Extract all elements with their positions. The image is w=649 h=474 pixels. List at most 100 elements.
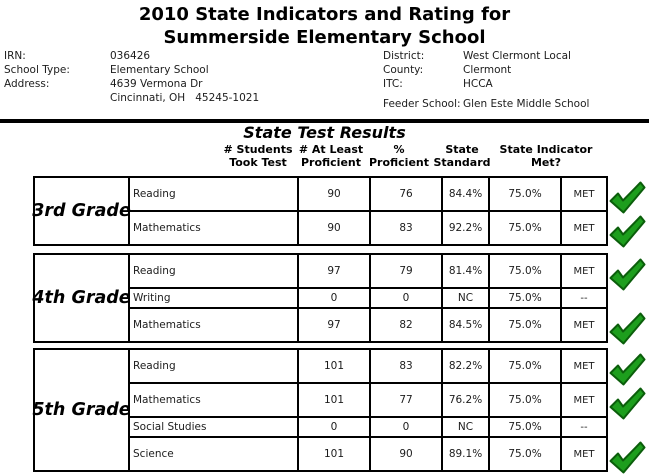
test-row-mathematics: Mathematics 101 77 76.2% 75.0% MET — [130, 384, 606, 418]
test-row-reading: Reading 90 76 84.4% 75.0% MET — [130, 178, 606, 212]
state-standard-cell: 75.0% — [490, 289, 562, 307]
percent-proficient-cell: 89.1% — [443, 438, 490, 470]
address-line2: Cincinnati, OH 45245-1021 — [110, 92, 260, 104]
at-least-proficient-cell: 77 — [371, 384, 443, 416]
state-standard-cell: 75.0% — [490, 178, 562, 210]
percent-proficient-cell: 82.2% — [443, 350, 490, 382]
state-standard-cell: 75.0% — [490, 384, 562, 416]
test-row-reading: Reading 101 83 82.2% 75.0% MET — [130, 350, 606, 384]
address-line1: 4639 Vermona Dr — [110, 78, 203, 90]
indicator-met-cell: MET — [573, 448, 595, 460]
grade-table-4th: 4th Grade Reading 97 79 81.4% 75.0% MET Writing… — [32, 253, 608, 343]
state-standard-cell: 75.0% — [490, 438, 562, 470]
students-took-cell: 90 — [299, 212, 371, 244]
grade-table-3rd: 3rd Grade Reading 90 76 84.4% 75.0% MET Mathema… — [32, 176, 608, 246]
students-took-cell: 97 — [299, 309, 371, 341]
page-title-line2: Summerside Elementary School — [163, 27, 486, 48]
at-least-proficient-cell: 76 — [371, 178, 443, 210]
indicator-met-cell: -- — [580, 421, 588, 433]
grade-rows: Reading 97 79 81.4% 75.0% MET Writing 0 0 NC 75.0%… — [130, 255, 606, 341]
percent-proficient-cell: 84.4% — [443, 178, 490, 210]
students-took-cell: 101 — [299, 384, 371, 416]
subject-cell: Mathematics — [130, 309, 299, 341]
subject-cell: Mathematics — [130, 384, 299, 416]
at-least-proficient-cell: 79 — [371, 255, 443, 287]
test-row-mathematics: Mathematics 90 83 92.2% 75.0% MET — [130, 212, 606, 244]
test-row-writing: Writing 0 0 NC 75.0% -- — [130, 289, 606, 309]
state-standard-cell: 75.0% — [490, 309, 562, 341]
indicator-met-cell: MET — [573, 222, 595, 234]
subject-cell: Social Studies — [130, 418, 299, 436]
indicator-met-cell: MET — [573, 394, 595, 406]
column-header-students-took: # Students Took Test — [223, 143, 293, 169]
met-check-icon — [608, 353, 646, 386]
percent-proficient-cell: 81.4% — [443, 255, 490, 287]
address-row: Address: 4639 Vermona Dr — [4, 77, 259, 91]
district-row: District: West Clermont Local — [383, 49, 589, 63]
at-least-proficient-cell: 90 — [371, 438, 443, 470]
students-took-cell: 101 — [299, 350, 371, 382]
at-least-proficient-cell: 83 — [371, 350, 443, 382]
subject-cell: Writing — [130, 289, 299, 307]
indicator-met-cell: MET — [573, 265, 595, 277]
grade-rows: Reading 90 76 84.4% 75.0% MET Mathematics 90 83 9… — [130, 178, 606, 244]
state-standard-cell: 75.0% — [490, 418, 562, 436]
percent-proficient-cell: 84.5% — [443, 309, 490, 341]
met-check-icon — [608, 258, 646, 291]
section-divider — [0, 119, 649, 123]
page-title-line1: 2010 State Indicators and Rating for — [138, 4, 511, 25]
column-header-indicator-met: State Indicator Met? — [499, 143, 593, 169]
column-header-state-standard: State Standard — [433, 143, 491, 169]
school-type-label: School Type: — [4, 64, 70, 76]
met-check-icon — [608, 312, 646, 345]
itc-row: ITC: HCCA — [383, 77, 589, 91]
met-check-icon — [608, 215, 646, 248]
at-least-proficient-cell: 82 — [371, 309, 443, 341]
itc-label: ITC: — [383, 78, 403, 90]
state-standard-cell: 75.0% — [490, 255, 562, 287]
grade-label: 4th Grade — [32, 255, 131, 341]
address-label: Address: — [4, 78, 50, 90]
school-info-left: IRN: 036426 School Type: Elementary Scho… — [4, 49, 259, 105]
address-row2: Cincinnati, OH 45245-1021 — [4, 91, 259, 105]
percent-proficient-cell: 92.2% — [443, 212, 490, 244]
state-standard-cell: 75.0% — [490, 350, 562, 382]
test-row-mathematics: Mathematics 97 82 84.5% 75.0% MET — [130, 309, 606, 341]
page-title: 2010 State Indicators and Rating for Sum… — [0, 3, 649, 49]
grade-rows: Reading 101 83 82.2% 75.0% MET Mathematics 101 7… — [130, 350, 606, 470]
percent-proficient-cell: 76.2% — [443, 384, 490, 416]
district-value: West Clermont Local — [463, 50, 571, 62]
indicator-met-cell: -- — [580, 292, 588, 304]
section-title: State Test Results — [243, 123, 406, 142]
test-row-social-studies: Social Studies 0 0 NC 75.0% -- — [130, 418, 606, 438]
students-took-cell: 97 — [299, 255, 371, 287]
subject-cell: Reading — [130, 350, 299, 382]
subject-cell: Reading — [130, 255, 299, 287]
state-standard-cell: 75.0% — [490, 212, 562, 244]
county-value: Clermont — [463, 64, 512, 76]
met-check-icon — [608, 181, 646, 214]
feeder-school-label: Feeder School: — [383, 98, 461, 110]
grade-table-5th: 5th Grade Reading 101 83 82.2% 75.0% MET Mathem… — [32, 348, 608, 472]
test-row-reading: Reading 97 79 81.4% 75.0% MET — [130, 255, 606, 289]
subject-cell: Science — [130, 438, 299, 470]
grade-label: 3rd Grade — [32, 178, 131, 244]
at-least-proficient-cell: 0 — [371, 418, 443, 436]
subject-cell: Reading — [130, 178, 299, 210]
irn-value: 036426 — [110, 50, 151, 62]
irn-row: IRN: 036426 — [4, 49, 259, 63]
percent-proficient-cell: NC — [443, 418, 490, 436]
feeder-school-row: Feeder School: Glen Este Middle School — [383, 97, 589, 111]
met-check-icon — [608, 387, 646, 420]
itc-value: HCCA — [463, 78, 493, 90]
irn-label: IRN: — [4, 50, 26, 62]
indicator-met-cell: MET — [573, 360, 595, 372]
at-least-proficient-cell: 83 — [371, 212, 443, 244]
students-took-cell: 101 — [299, 438, 371, 470]
school-type-value: Elementary School — [110, 64, 209, 76]
met-check-icon — [608, 441, 646, 474]
at-least-proficient-cell: 0 — [371, 289, 443, 307]
subject-cell: Mathematics — [130, 212, 299, 244]
students-took-cell: 0 — [299, 289, 371, 307]
percent-proficient-cell: NC — [443, 289, 490, 307]
